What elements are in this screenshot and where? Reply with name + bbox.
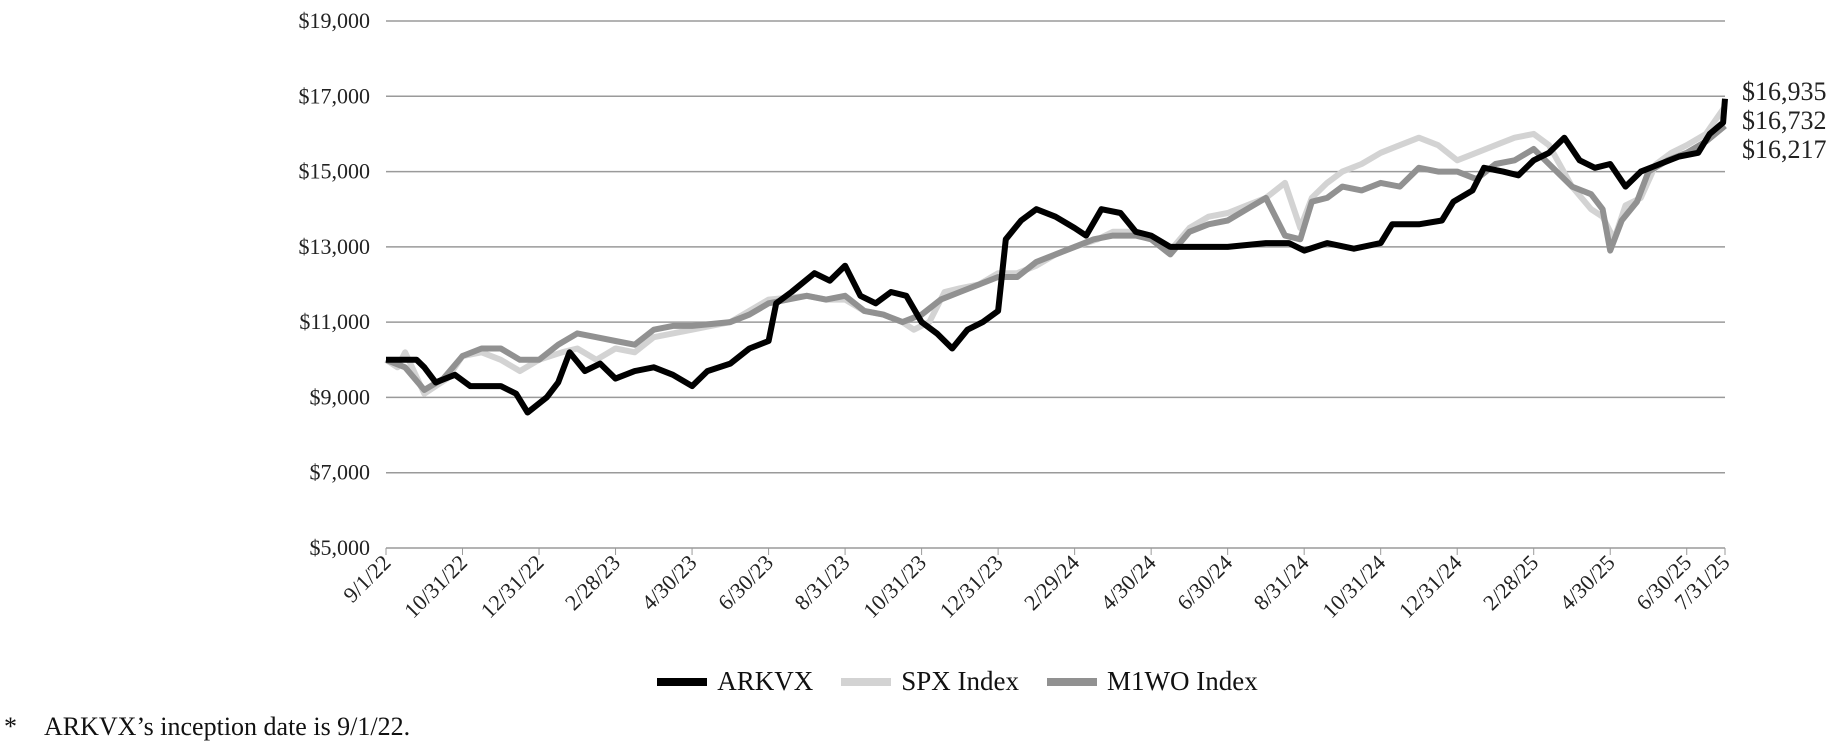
x-tick-label: 4/30/24 <box>1095 550 1160 615</box>
gridlines <box>386 20 1725 549</box>
footnote-marker: * <box>4 712 17 741</box>
end-value-label: $16,217 <box>1742 135 1827 164</box>
y-tick-label: $17,000 <box>299 83 371 108</box>
series-lines <box>384 98 1728 416</box>
x-tick-label: 6/30/24 <box>1172 550 1237 615</box>
x-tick-label: 10/31/24 <box>1317 550 1390 623</box>
legend-swatch <box>1047 677 1098 686</box>
legend-item-m1wo: M1WO Index <box>1047 666 1258 697</box>
y-tick-label: $9,000 <box>310 384 371 409</box>
y-tick-label: $11,000 <box>299 309 370 334</box>
x-axis: 9/1/22 10/31/22 12/31/22 2/28/23 4/30/23 6/30… <box>338 548 1735 623</box>
end-value-label: $16,935 <box>1742 77 1827 106</box>
legend-label: ARKVX <box>717 666 814 696</box>
x-tick-label: 4/30/23 <box>636 550 701 615</box>
x-tick-label: 4/30/25 <box>1555 550 1620 615</box>
x-tick-label: 12/31/22 <box>476 550 549 623</box>
x-tick-label: 12/31/24 <box>1394 550 1467 623</box>
series-line-spx-index <box>384 104 1728 397</box>
y-tick-label: $7,000 <box>310 460 371 485</box>
legend-item-spx: SPX Index <box>841 666 1019 697</box>
x-tick-label: 10/31/22 <box>399 550 472 623</box>
legend: ARKVX SPX Index M1WO Index <box>0 666 1845 697</box>
legend-item-arkvx: ARKVX <box>657 666 813 697</box>
x-tick-label: 10/31/23 <box>858 550 931 623</box>
series-line-arkvx <box>386 98 1728 416</box>
x-tick-label: 8/31/23 <box>789 550 854 615</box>
x-tick-label: 2/29/24 <box>1019 550 1084 615</box>
legend-label: M1WO Index <box>1107 666 1258 696</box>
series-line-m1wo-index <box>384 123 1727 393</box>
y-tick-label: $19,000 <box>299 8 371 33</box>
x-tick-label: 12/31/23 <box>935 550 1008 623</box>
x-tick-label: 6/30/23 <box>713 550 778 615</box>
legend-label: SPX Index <box>901 666 1020 696</box>
y-tick-label: $5,000 <box>310 535 371 560</box>
legend-swatch <box>657 677 708 686</box>
growth-chart: $5,000 $7,000 $9,000 $11,000 $13,000 $15,000 $… <box>299 8 1827 623</box>
footnote: * ARKVX’s inception date is 9/1/22. <box>4 712 410 742</box>
end-value-label: $16,732 <box>1742 106 1827 135</box>
legend-swatch <box>841 677 892 686</box>
y-axis: $5,000 $7,000 $9,000 $11,000 $13,000 $15,000 $… <box>299 8 371 560</box>
y-tick-label: $15,000 <box>299 159 371 184</box>
footnote-text: ARKVX’s inception date is 9/1/22. <box>44 712 411 741</box>
y-tick-label: $13,000 <box>299 234 371 259</box>
end-labels: $16,935$16,732$16,217 <box>1742 77 1827 164</box>
x-tick-label: 2/28/25 <box>1478 550 1543 615</box>
x-tick-label: 2/28/23 <box>560 550 625 615</box>
x-tick-label: 8/31/24 <box>1248 550 1313 615</box>
